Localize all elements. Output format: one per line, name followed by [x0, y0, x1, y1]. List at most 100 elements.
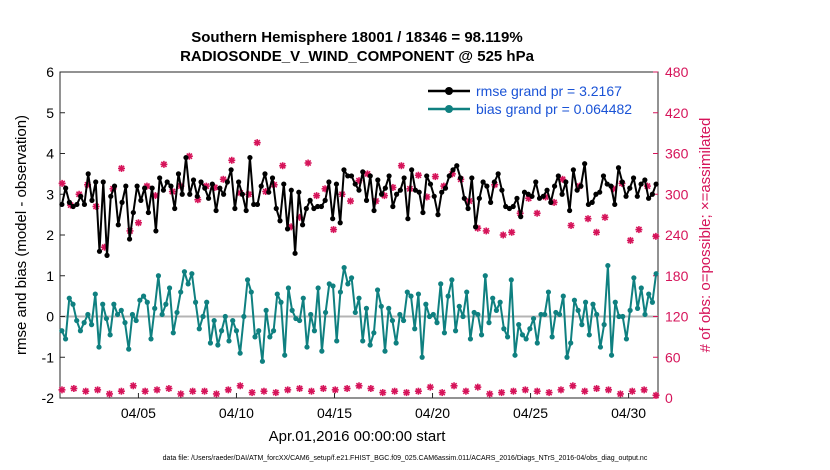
- rmse-data-point: [145, 209, 151, 216]
- bias-data-point: [382, 348, 388, 354]
- rmse-data-point: [416, 189, 422, 195]
- y-left-tick-label: 3: [46, 186, 54, 202]
- bias-data-point: [530, 315, 537, 322]
- bias-data-point: [226, 338, 232, 344]
- rmse-data-point: [179, 191, 185, 197]
- rmse-data-point: [469, 175, 475, 181]
- obs-assimilated-low-marker: [640, 386, 648, 394]
- y-right-tick-label: 60: [665, 349, 681, 365]
- rmse-data-point: [619, 179, 625, 185]
- rmse-data-point: [457, 175, 464, 181]
- bias-data-point: [300, 295, 306, 301]
- obs-assimilated-low-marker: [414, 387, 422, 395]
- bias-data-point: [263, 307, 269, 313]
- obs-assimilated-low-marker: [117, 387, 125, 395]
- bias-data-point: [646, 291, 652, 297]
- bias-data-point: [419, 354, 425, 360]
- bias-data-point: [512, 352, 518, 358]
- bias-data-point: [408, 293, 414, 299]
- bias-data-point: [579, 322, 585, 328]
- bias-data-point: [608, 352, 615, 358]
- rmse-data-point: [450, 167, 456, 173]
- bias-data-point: [564, 354, 570, 360]
- obs-assimilated-low-marker: [201, 387, 209, 395]
- bias-data-point: [634, 305, 641, 311]
- rmse-data-point: [634, 193, 640, 199]
- rmse-data-point: [642, 177, 648, 183]
- rmse-data-point: [190, 177, 197, 183]
- bias-data-point: [189, 271, 195, 277]
- rmse-data-point: [322, 197, 328, 203]
- obs-assimilated-low-marker: [319, 384, 327, 392]
- bias-data-point: [334, 338, 340, 344]
- bias-data-point: [129, 311, 136, 318]
- bias-data-point: [248, 289, 254, 295]
- obs-assimilated-high-marker: [134, 219, 142, 227]
- obs-assimilated-high-marker: [499, 231, 507, 239]
- rmse-data-point: [461, 195, 467, 201]
- rmse-data-point: [559, 191, 565, 197]
- y-left-tick-label: -2: [42, 390, 55, 406]
- rmse-data-point: [228, 167, 234, 173]
- bias-data-point: [560, 293, 566, 299]
- bias-data-point: [107, 332, 113, 338]
- legend-bias-label: bias grand pr = 0.064482: [476, 101, 632, 117]
- rmse-data-point: [123, 183, 129, 189]
- rmse-data-point: [89, 197, 95, 203]
- bias-data-point: [438, 281, 444, 287]
- bias-data-point: [397, 311, 403, 318]
- obs-assimilated-low-marker: [379, 389, 387, 397]
- bias-data-point: [627, 307, 633, 313]
- bias-data-point: [348, 275, 355, 281]
- bias-data-point: [241, 313, 247, 320]
- rmse-data-point: [273, 205, 279, 212]
- bias-data-point: [467, 336, 474, 342]
- rmse-data-point: [239, 191, 246, 197]
- x-tick-label: 04/05: [121, 405, 156, 421]
- bias-data-point: [126, 346, 132, 352]
- y-right-tick-label: 0: [665, 390, 673, 406]
- rmse-data-point: [85, 171, 91, 177]
- obs-assimilated-high-marker: [363, 170, 371, 178]
- rmse-data-point: [63, 185, 69, 191]
- obs-assimilated-high-marker: [567, 221, 575, 229]
- rmse-data-point: [484, 183, 490, 189]
- rmse-data-point: [59, 201, 65, 208]
- obs-assimilated-low-marker: [141, 387, 149, 395]
- bias-data-point: [586, 332, 592, 338]
- bias-data-point: [519, 332, 526, 338]
- plot-frame: [59, 71, 659, 399]
- rmse-data-point: [352, 181, 358, 187]
- rmse-data-point: [439, 189, 445, 195]
- rmse-data-point: [424, 173, 430, 179]
- rmse-data-point: [119, 199, 125, 205]
- bias-data-point: [304, 344, 310, 350]
- x-tick-label: 04/15: [317, 405, 352, 421]
- bias-data-point: [174, 309, 180, 316]
- x-axis-label: Apr.01,2016 00:00:00 start: [269, 428, 447, 445]
- rmse-data-point: [330, 216, 336, 222]
- chart-title-line1: Southern Hemisphere 18001 / 18346 = 98.1…: [191, 29, 522, 46]
- bias-data-point: [367, 342, 373, 348]
- bias-data-point: [452, 328, 459, 334]
- rmse-data-point: [570, 167, 576, 173]
- bias-data-point: [252, 334, 258, 340]
- rmse-data-point: [649, 191, 655, 197]
- bias-data-point: [322, 309, 329, 316]
- bias-data-point: [267, 334, 273, 340]
- bias-data-point: [166, 285, 173, 291]
- bias-data-point: [155, 273, 162, 279]
- rmse-data-point: [96, 248, 103, 254]
- bias-data-point: [66, 295, 72, 301]
- obs-assimilated-low-marker: [224, 386, 232, 394]
- bias-data-point: [345, 281, 351, 287]
- bias-data-point: [478, 332, 485, 338]
- y-left-tick-label: -1: [42, 349, 55, 365]
- bias-data-point: [270, 328, 277, 334]
- rmse-data-point: [472, 224, 479, 230]
- bias-data-point: [620, 313, 626, 320]
- rmse-data-point: [66, 199, 73, 205]
- rmse-data-point: [115, 222, 121, 228]
- bias-data-point: [649, 299, 656, 305]
- rmse-data-point: [518, 214, 524, 220]
